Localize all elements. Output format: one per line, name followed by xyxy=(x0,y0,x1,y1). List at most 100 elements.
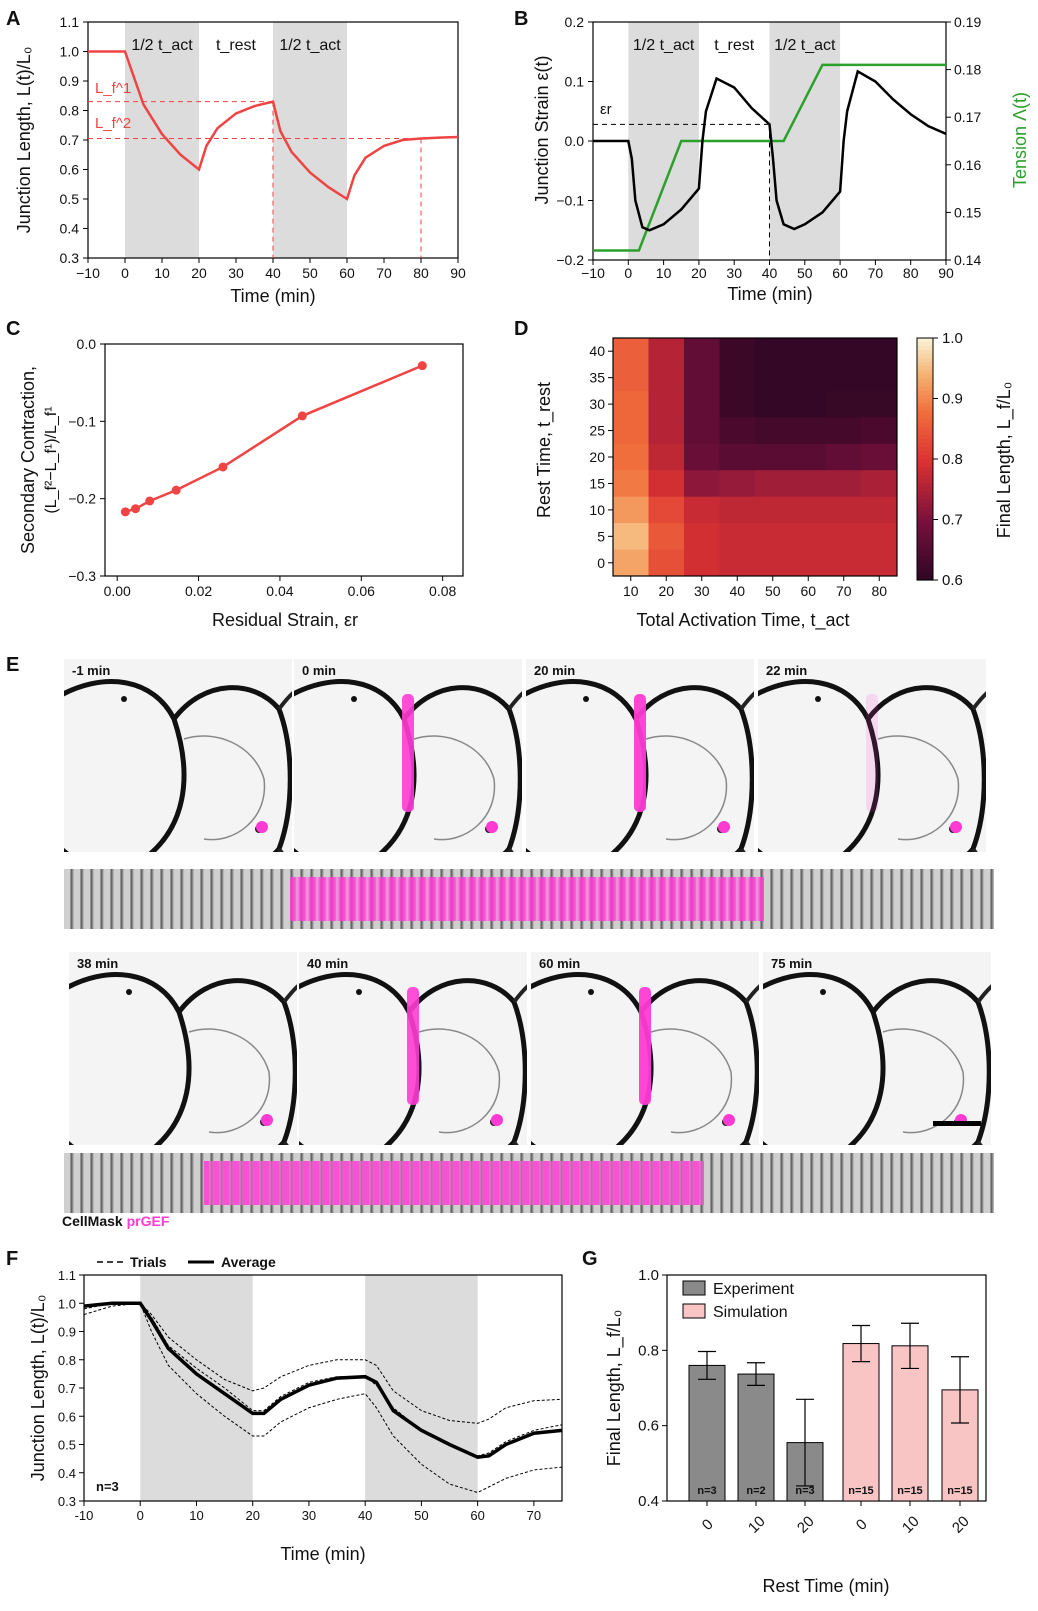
data-point-c xyxy=(131,504,141,514)
heatmap-cell xyxy=(790,364,827,392)
panel-label-e: E xyxy=(6,654,20,676)
cell-image xyxy=(531,952,759,1145)
x-axis-label-c: Residual Strain, εr xyxy=(212,610,358,630)
x-tick-label-a: 40 xyxy=(265,265,281,281)
x-tick-label-b: 20 xyxy=(691,265,707,281)
legend-sim-swatch xyxy=(682,1303,706,1319)
x-tick-label-d: 50 xyxy=(765,583,781,599)
heatmap-cell xyxy=(826,549,862,577)
colorbar-segment xyxy=(917,551,933,557)
bar-n-label: n=3 xyxy=(697,1485,716,1497)
heatmap-cell xyxy=(613,390,649,418)
bar-n-label: n=3 xyxy=(795,1485,814,1497)
region-label-a: 1/2 t_act xyxy=(279,37,341,54)
heatmap-cell xyxy=(826,470,862,498)
x-tick-label-c: 0.08 xyxy=(429,583,456,599)
y-axis-label-c2: (L_f²−L_f¹)/L_f¹ xyxy=(43,406,60,513)
y-tick-label-b: −0.1 xyxy=(556,193,584,209)
cell-image xyxy=(64,659,292,852)
colorbar-segment xyxy=(917,475,933,480)
colorbar-tick-label: 1.0 xyxy=(942,330,963,347)
heatmap-cell xyxy=(684,364,720,392)
x-axis-label-b: Time (min) xyxy=(727,284,812,304)
average-curve xyxy=(83,1301,563,1460)
y-tick-label-a: 1.0 xyxy=(60,44,80,60)
heatmap-cell xyxy=(861,470,898,498)
colorbar-segment xyxy=(917,454,933,460)
x-tick-label-g: 20 xyxy=(949,1513,973,1537)
colorbar-segment xyxy=(917,414,933,420)
microscopy-frame-top: 20 min xyxy=(526,659,754,852)
cell-image xyxy=(294,659,522,852)
x-tick-label-b: 30 xyxy=(726,265,742,281)
heatmap-cell xyxy=(755,338,791,365)
cell-image xyxy=(299,952,527,1145)
x-tick-label-a: 60 xyxy=(339,265,355,281)
region-label-a: 1/2 t_act xyxy=(131,37,193,54)
heatmap-cell xyxy=(755,496,791,524)
x-tick-label-f: -10 xyxy=(75,1508,94,1523)
heatmap-cell xyxy=(648,364,685,392)
x-tick-label-a: 90 xyxy=(450,265,466,281)
axes-f xyxy=(83,1274,563,1502)
x-tick-label-d: 30 xyxy=(694,583,710,599)
bar-n-label: n=2 xyxy=(746,1485,765,1497)
colorbar-segment xyxy=(917,342,933,347)
shaded-activation-b xyxy=(628,22,699,260)
y-axis-label-d: Rest Time, t_rest xyxy=(534,382,555,518)
colorbar-segment xyxy=(917,434,933,440)
heatmap-cell xyxy=(790,549,827,577)
x-tick-label-d: 60 xyxy=(800,583,816,599)
colorbar-segment xyxy=(917,471,933,476)
heatmap-cell xyxy=(684,417,720,445)
x-tick-label-b: 10 xyxy=(656,265,672,281)
bar-n-label: n=15 xyxy=(848,1485,873,1497)
heatmap-cell xyxy=(719,417,756,445)
y-axis-label-c1: Secondary Contraction, xyxy=(18,366,38,554)
colorbar-segment xyxy=(917,438,933,444)
heatmap-cell xyxy=(613,443,649,471)
colorbar-segment xyxy=(917,402,933,408)
x-tick-label-f: 10 xyxy=(189,1508,203,1523)
colorbar-segment xyxy=(917,543,933,549)
colorbar-segment xyxy=(917,382,933,387)
colorbar-segment xyxy=(917,358,933,363)
panel-label-d: D xyxy=(514,318,529,340)
x-tick-label-c: 0.00 xyxy=(104,583,131,599)
x-tick-label-a: 20 xyxy=(191,265,207,281)
y2-tick-label-b: 0.14 xyxy=(954,252,981,268)
x-tick-label-g: 0 xyxy=(699,1516,717,1534)
heatmap-cell xyxy=(648,523,685,551)
colorbar-segment xyxy=(917,422,933,428)
bar xyxy=(737,1373,775,1502)
colorbar-segment xyxy=(917,519,933,525)
data-point-c xyxy=(145,496,155,506)
heatmap-cell xyxy=(613,364,649,392)
heatmap-cell xyxy=(613,496,649,524)
colorbar-tick-label: 0.6 xyxy=(942,572,963,589)
heatmap-cell xyxy=(755,390,791,418)
colorbar-segment xyxy=(917,539,933,545)
heatmap-cell xyxy=(648,549,685,577)
heatmap-cell xyxy=(755,417,791,445)
heatmap-cell xyxy=(613,470,649,498)
heatmap-cell xyxy=(790,390,827,418)
y2-axis-label-b: Tension Λ(t) xyxy=(1010,92,1030,188)
heatmap-cell xyxy=(719,549,756,577)
y-axis-label-g: Final Length, L_f/L₀ xyxy=(604,1310,625,1467)
heatmap-cell xyxy=(826,390,862,418)
colorbar-segment xyxy=(917,398,933,404)
frame-time-label: 40 min xyxy=(307,956,349,971)
region-label-b: t_rest xyxy=(714,37,755,54)
kymograph-signal xyxy=(290,877,764,921)
y-tick-label-g: 1.0 xyxy=(638,1267,659,1284)
colorbar-segment xyxy=(917,430,933,436)
y-tick-label-a: 0.4 xyxy=(60,221,80,237)
heatmap-cell xyxy=(861,523,898,551)
axes-b xyxy=(592,21,947,261)
colorbar-segment xyxy=(917,563,933,569)
y-tick-label-f: 0.7 xyxy=(58,1381,76,1396)
colorbar-segment xyxy=(917,487,933,492)
x-tick-label-a: 0 xyxy=(121,265,129,281)
legend-experiment: Experiment xyxy=(713,1281,794,1298)
